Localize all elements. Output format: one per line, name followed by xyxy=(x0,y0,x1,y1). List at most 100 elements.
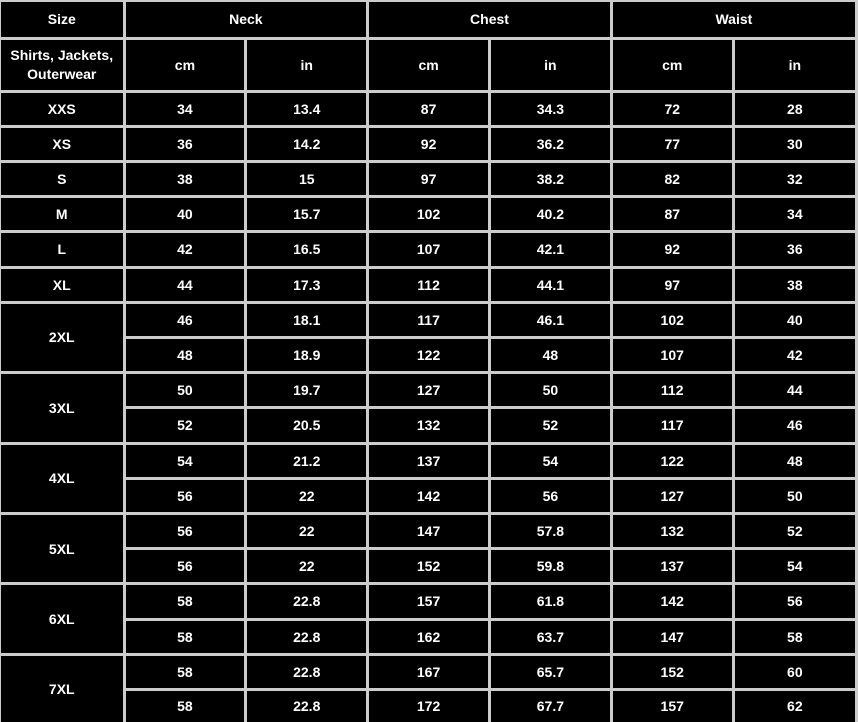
measurement-value: 48 xyxy=(122,335,248,375)
measurement-value: 50 xyxy=(487,371,613,410)
unit-header-row: Shirts, Jackets, Outerwear cm in cm in c… xyxy=(0,36,857,93)
measurement-value: 18.9 xyxy=(244,335,370,375)
measurement-value: 50 xyxy=(122,371,248,410)
size-column-header: Size xyxy=(0,0,126,40)
measurement-value: 122 xyxy=(609,441,735,480)
measurement-value: 58 xyxy=(731,617,857,656)
measurement-value: 52 xyxy=(487,406,613,445)
size-row: 7XL 58 22.8 167 65.7 152 60 xyxy=(0,652,857,722)
measurement-value: 48 xyxy=(731,441,857,480)
measurement-value: 22 xyxy=(244,547,370,586)
measurement-value: 38 xyxy=(122,159,248,199)
measurement-value: 13.4 xyxy=(244,89,370,128)
measurement-value: 97 xyxy=(366,159,491,199)
size-row: 48 18.9 122 48 107 42 xyxy=(1,335,857,375)
waist-in-unit-header: in xyxy=(731,36,857,93)
measurement-value: 36.2 xyxy=(487,124,613,163)
measurement-value: 40.2 xyxy=(487,195,613,234)
measurement-value: 142 xyxy=(609,582,735,621)
measurement-value: 60 xyxy=(731,652,857,691)
measurement-value: 56 xyxy=(731,582,857,621)
measurement-value: 40 xyxy=(122,195,248,234)
size-label: 4XL xyxy=(0,441,126,515)
size-label: S xyxy=(0,159,126,199)
measurement-value: 58 xyxy=(122,652,248,691)
measurement-value: 147 xyxy=(609,617,735,656)
measurement-value: 59.8 xyxy=(487,547,613,586)
measurement-value: 157 xyxy=(609,687,735,722)
measurement-value: 56 xyxy=(122,547,248,586)
measurement-value: 52 xyxy=(122,406,248,445)
measurement-value: 52 xyxy=(731,511,857,551)
size-label: M xyxy=(0,195,126,234)
measurement-value: 28 xyxy=(731,89,857,128)
measurement-value: 22.8 xyxy=(244,582,370,621)
measurement-value: 14.2 xyxy=(244,124,370,163)
neck-in-unit-header: in xyxy=(244,36,370,93)
measurement-value: 152 xyxy=(609,652,735,691)
size-label: 6XL xyxy=(0,582,126,656)
size-row: 5XL 56 22 147 57.8 132 52 xyxy=(0,511,857,586)
size-row: XXS 34 13.4 87 34.3 72 28 xyxy=(0,89,857,128)
measurement-value: 127 xyxy=(609,476,735,515)
measurement-value: 157 xyxy=(366,582,491,621)
measurement-value: 22 xyxy=(244,511,370,551)
waist-cm-unit-header: cm xyxy=(609,36,735,93)
measurement-value: 30 xyxy=(731,124,857,163)
measurement-value: 102 xyxy=(609,300,735,339)
measurement-value: 87 xyxy=(609,195,735,234)
measurement-value: 162 xyxy=(366,617,491,656)
measurement-value: 22.8 xyxy=(244,687,370,722)
size-row: M 40 15.7 102 40.2 87 34 xyxy=(0,195,857,234)
measurement-value: 15.7 xyxy=(244,195,370,234)
size-row: 4XL 54 21.2 137 54 122 48 xyxy=(0,441,857,515)
size-label: XXS xyxy=(0,89,126,128)
measurement-value: 16.5 xyxy=(244,230,370,269)
measurement-value: 54 xyxy=(122,441,248,480)
measurement-value: 56 xyxy=(122,476,248,515)
measurement-value: 117 xyxy=(609,406,735,445)
measurement-value: 61.8 xyxy=(487,582,613,621)
size-label: L xyxy=(0,230,126,269)
measurement-value: 107 xyxy=(366,230,491,269)
measurement-value: 50 xyxy=(731,476,857,515)
measurement-value: 46 xyxy=(122,300,248,339)
measurement-value: 19.7 xyxy=(244,371,370,410)
measurement-value: 56 xyxy=(487,476,613,515)
measurement-value: 107 xyxy=(609,335,735,375)
measurement-value: 142 xyxy=(366,476,491,515)
measurement-value: 32 xyxy=(731,159,857,199)
measurement-value: 34.3 xyxy=(487,89,613,128)
measurement-value: 172 xyxy=(366,687,491,722)
chest-column-header: Chest xyxy=(366,0,613,40)
measurement-value: 36 xyxy=(122,124,248,163)
measurement-header-row: Size Neck Chest Waist xyxy=(0,0,857,40)
measurement-value: 18.1 xyxy=(244,300,370,339)
measurement-value: 57.8 xyxy=(487,511,613,551)
measurement-value: 42 xyxy=(731,335,857,375)
measurement-value: 46.1 xyxy=(487,300,613,339)
size-row: S 38 15 97 38.2 82 32 xyxy=(0,159,857,199)
category-header: Shirts, Jackets, Outerwear xyxy=(0,36,126,93)
measurement-value: 132 xyxy=(366,406,491,445)
measurement-value: 34 xyxy=(122,89,248,128)
measurement-value: 56 xyxy=(122,511,248,551)
measurement-value: 102 xyxy=(366,195,491,234)
neck-column-header: Neck xyxy=(122,0,370,40)
measurement-value: 92 xyxy=(609,230,735,269)
neck-cm-unit-header: cm xyxy=(122,36,248,93)
measurement-value: 44 xyxy=(122,265,248,304)
measurement-value: 44 xyxy=(731,371,857,410)
size-row: 56 22 152 59.8 137 54 xyxy=(1,547,857,586)
size-label: XS xyxy=(0,124,126,163)
size-row: 6XL 58 22.8 157 61.8 142 56 xyxy=(0,582,857,656)
measurement-value: 72 xyxy=(609,89,735,128)
measurement-value: 58 xyxy=(122,617,248,656)
measurement-value: 92 xyxy=(366,124,491,163)
waist-column-header: Waist xyxy=(609,0,857,40)
measurement-value: 38.2 xyxy=(487,159,613,199)
measurement-value: 54 xyxy=(487,441,613,480)
measurement-value: 46 xyxy=(731,406,857,445)
chest-in-unit-header: in xyxy=(487,36,613,93)
measurement-value: 58 xyxy=(122,687,248,722)
